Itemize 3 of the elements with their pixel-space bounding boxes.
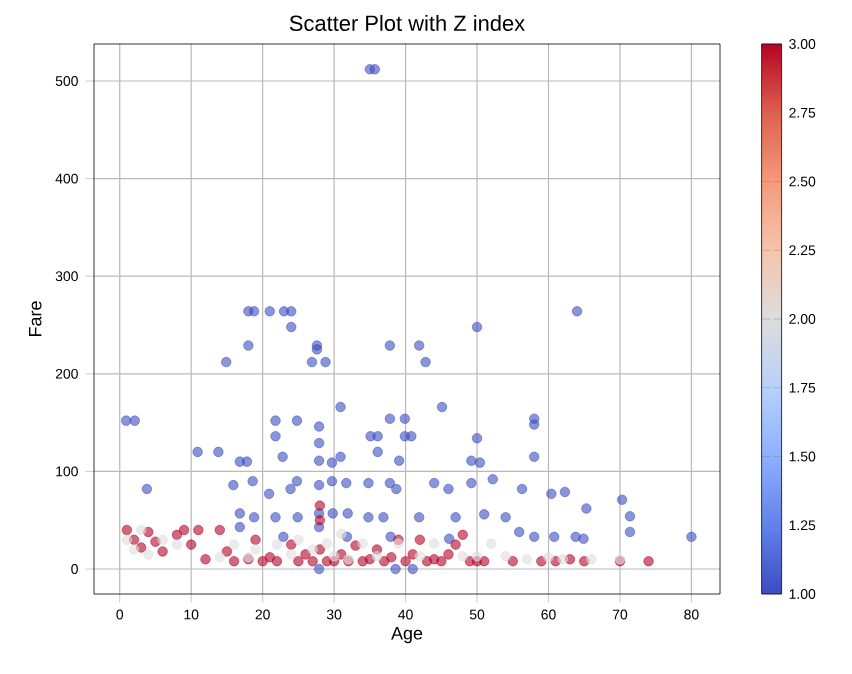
chart-title: Scatter Plot with Z index [289,14,525,31]
y-axis-title: Fare [28,301,42,336]
x-axis-title: Age [391,627,423,644]
